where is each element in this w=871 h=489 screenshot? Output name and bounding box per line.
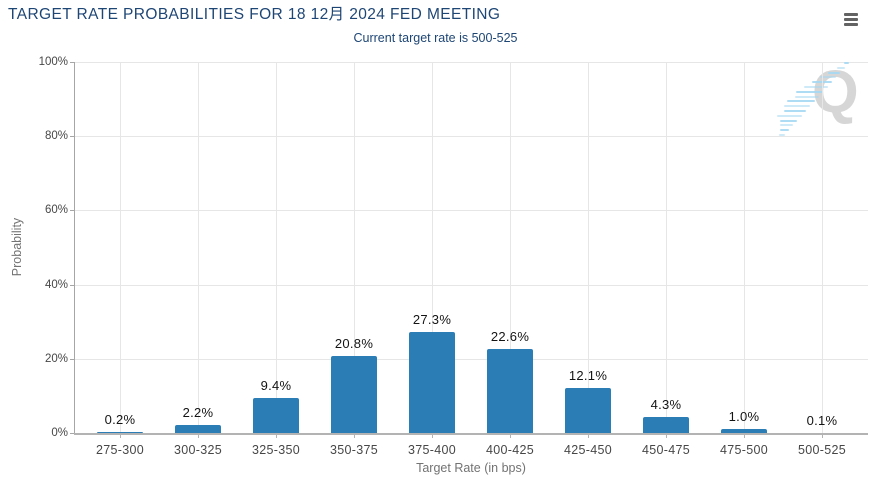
watermark-dash xyxy=(784,105,811,108)
x-tick-label: 350-375 xyxy=(330,443,378,457)
watermark-dash xyxy=(779,129,789,132)
x-tick-label: 500-525 xyxy=(798,443,846,457)
x-tick-mark xyxy=(666,433,667,438)
gridline-horizontal xyxy=(74,62,868,63)
gridline-vertical xyxy=(744,62,745,433)
y-tick-label: 20% xyxy=(44,352,68,365)
x-tick-mark xyxy=(354,433,355,438)
x-tick-label: 475-500 xyxy=(720,443,768,457)
bar-275-300[interactable] xyxy=(97,432,143,433)
gridline-horizontal xyxy=(74,358,868,360)
x-tick-mark xyxy=(510,433,511,438)
bar-value-label: 2.2% xyxy=(182,404,214,420)
x-tick-label: 275-300 xyxy=(96,443,144,457)
watermark-dash xyxy=(786,100,815,103)
x-tick-mark xyxy=(120,433,121,438)
watermark-dash xyxy=(803,86,828,88)
bar-value-label: 9.4% xyxy=(260,378,292,394)
gridline-horizontal xyxy=(74,136,868,138)
y-tick-mark xyxy=(70,284,74,286)
y-axis-title: Probability xyxy=(10,217,24,277)
x-tick-mark xyxy=(588,433,589,438)
chart-title: TARGET RATE PROBABILITIES FOR 18 12月 202… xyxy=(8,6,501,23)
x-tick-label: 425-450 xyxy=(564,443,612,457)
watermark-dash xyxy=(836,66,845,69)
watermark-dash xyxy=(811,81,832,84)
y-tick-mark xyxy=(70,62,74,63)
y-tick-label: 40% xyxy=(44,278,68,291)
y-axis-line xyxy=(74,62,75,433)
bar-value-label: 20.8% xyxy=(334,335,374,351)
x-tick-mark xyxy=(822,433,823,438)
bar-425-450[interactable] xyxy=(565,388,611,433)
bar-value-label: 27.3% xyxy=(412,311,452,327)
y-tick-label: 0% xyxy=(51,427,68,439)
x-axis-line xyxy=(74,433,868,435)
x-tick-mark xyxy=(432,433,433,438)
x-tick-mark xyxy=(744,433,745,438)
gridline-vertical xyxy=(822,62,823,433)
bar-475-500[interactable] xyxy=(721,429,767,433)
watermark-dash xyxy=(784,110,806,112)
y-tick-mark xyxy=(70,136,74,138)
bar-value-label: 0.2% xyxy=(104,412,136,428)
gridline-vertical xyxy=(510,62,511,433)
hamburger-bar xyxy=(844,18,858,21)
watermark-dash xyxy=(828,71,841,74)
x-axis-title: Target Rate (in bps) xyxy=(416,461,526,475)
bar-value-label: 22.6% xyxy=(490,329,530,345)
gridline-horizontal xyxy=(74,210,868,212)
gridline-vertical xyxy=(432,62,433,433)
chart-subtitle: Current target rate is 500-525 xyxy=(353,31,518,45)
x-tick-label: 450-475 xyxy=(642,443,690,457)
watermark-dash xyxy=(844,62,849,64)
bar-value-label: 4.3% xyxy=(650,397,682,413)
x-tick-mark xyxy=(198,433,199,438)
bar-value-label: 1.0% xyxy=(728,409,760,425)
watermark-dash xyxy=(796,90,824,93)
gridline-vertical xyxy=(198,62,199,433)
hamburger-bar xyxy=(844,23,858,26)
watermark-dash xyxy=(794,95,819,98)
hamburger-bar xyxy=(844,13,858,16)
y-tick-mark xyxy=(70,433,74,434)
gridline-vertical xyxy=(120,62,121,433)
watermark-dash xyxy=(780,119,798,122)
bar-value-label: 0.1% xyxy=(806,412,838,428)
bar-value-label: 12.1% xyxy=(568,368,608,384)
watermark-dash xyxy=(778,134,785,136)
gridline-vertical xyxy=(354,62,355,433)
watermark-dash xyxy=(776,114,802,117)
x-tick-label: 300-325 xyxy=(174,443,222,457)
x-tick-label: 325-350 xyxy=(252,443,300,457)
bar-300-325[interactable] xyxy=(175,424,221,433)
watermark-dash xyxy=(820,76,837,79)
x-tick-mark xyxy=(276,433,277,438)
gridline-vertical xyxy=(666,62,667,433)
bar-450-475[interactable] xyxy=(643,417,689,433)
x-tick-label: 375-400 xyxy=(408,443,456,457)
bar-325-350[interactable] xyxy=(253,398,299,433)
watermark-dash xyxy=(780,124,794,127)
gridline-vertical xyxy=(588,62,589,433)
bar-400-425[interactable] xyxy=(487,349,533,433)
x-tick-label: 400-425 xyxy=(486,443,534,457)
gridline-horizontal xyxy=(74,284,868,286)
gridline-vertical xyxy=(276,62,277,433)
bar-375-400[interactable] xyxy=(409,331,455,433)
bar-350-375[interactable] xyxy=(331,355,377,433)
y-tick-label: 60% xyxy=(44,204,68,217)
hamburger-menu-icon[interactable] xyxy=(844,13,858,27)
y-tick-mark xyxy=(70,210,74,212)
y-tick-label: 100% xyxy=(38,56,68,68)
y-tick-mark xyxy=(70,358,74,360)
y-tick-label: 80% xyxy=(44,130,68,143)
